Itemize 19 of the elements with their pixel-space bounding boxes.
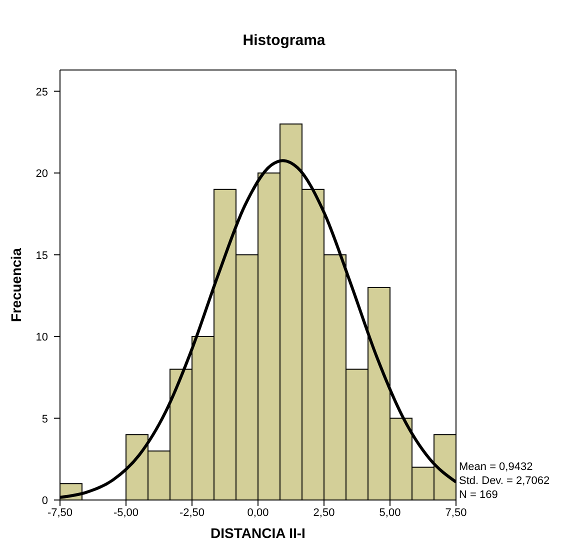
- y-tick-label: 20: [36, 168, 48, 180]
- x-tick-label: 5,00: [379, 506, 401, 519]
- y-tick-label: 0: [42, 495, 48, 507]
- chart-title: Histograma: [242, 32, 326, 49]
- y-tick-label: 5: [42, 413, 48, 426]
- y-tick-label: 25: [36, 86, 48, 98]
- x-tick-label: -5,00: [113, 506, 139, 519]
- y-tick-label: 15: [36, 250, 48, 262]
- x-tick-label: -2,50: [179, 506, 205, 519]
- text: Mean = 0,9432: [459, 460, 534, 474]
- x-axis-title: DISTANCIA II-I: [210, 525, 306, 541]
- x-tick-label: 2,50: [313, 506, 335, 519]
- text: Std. Dev. = 2,7062: [459, 474, 550, 488]
- y-axis-title: Frecuencia: [8, 248, 24, 322]
- x-tick-label: 7,50: [445, 506, 467, 519]
- text: N = 169: [459, 488, 499, 502]
- x-tick-label: -7,50: [47, 506, 73, 519]
- x-tick-label: 0,00: [247, 506, 269, 519]
- y-tick-label: 10: [36, 332, 48, 344]
